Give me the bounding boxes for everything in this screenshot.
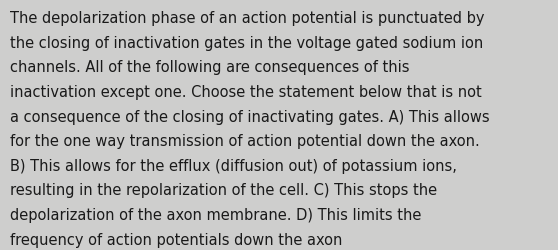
- Text: channels. All of the following are consequences of this: channels. All of the following are conse…: [10, 60, 410, 75]
- Text: inactivation except one. Choose the statement below that is not: inactivation except one. Choose the stat…: [10, 85, 482, 100]
- Text: for the one way transmission of action potential down the axon.: for the one way transmission of action p…: [10, 134, 480, 149]
- Text: a consequence of the closing of inactivating gates. A) This allows: a consequence of the closing of inactiva…: [10, 109, 490, 124]
- Text: depolarization of the axon membrane. D) This limits the: depolarization of the axon membrane. D) …: [10, 207, 421, 222]
- Text: the closing of inactivation gates in the voltage gated sodium ion: the closing of inactivation gates in the…: [10, 36, 483, 51]
- Text: frequency of action potentials down the axon: frequency of action potentials down the …: [10, 232, 343, 247]
- Text: The depolarization phase of an action potential is punctuated by: The depolarization phase of an action po…: [10, 11, 484, 26]
- Text: B) This allows for the efflux (diffusion out) of potassium ions,: B) This allows for the efflux (diffusion…: [10, 158, 457, 173]
- Text: resulting in the repolarization of the cell. C) This stops the: resulting in the repolarization of the c…: [10, 183, 437, 198]
